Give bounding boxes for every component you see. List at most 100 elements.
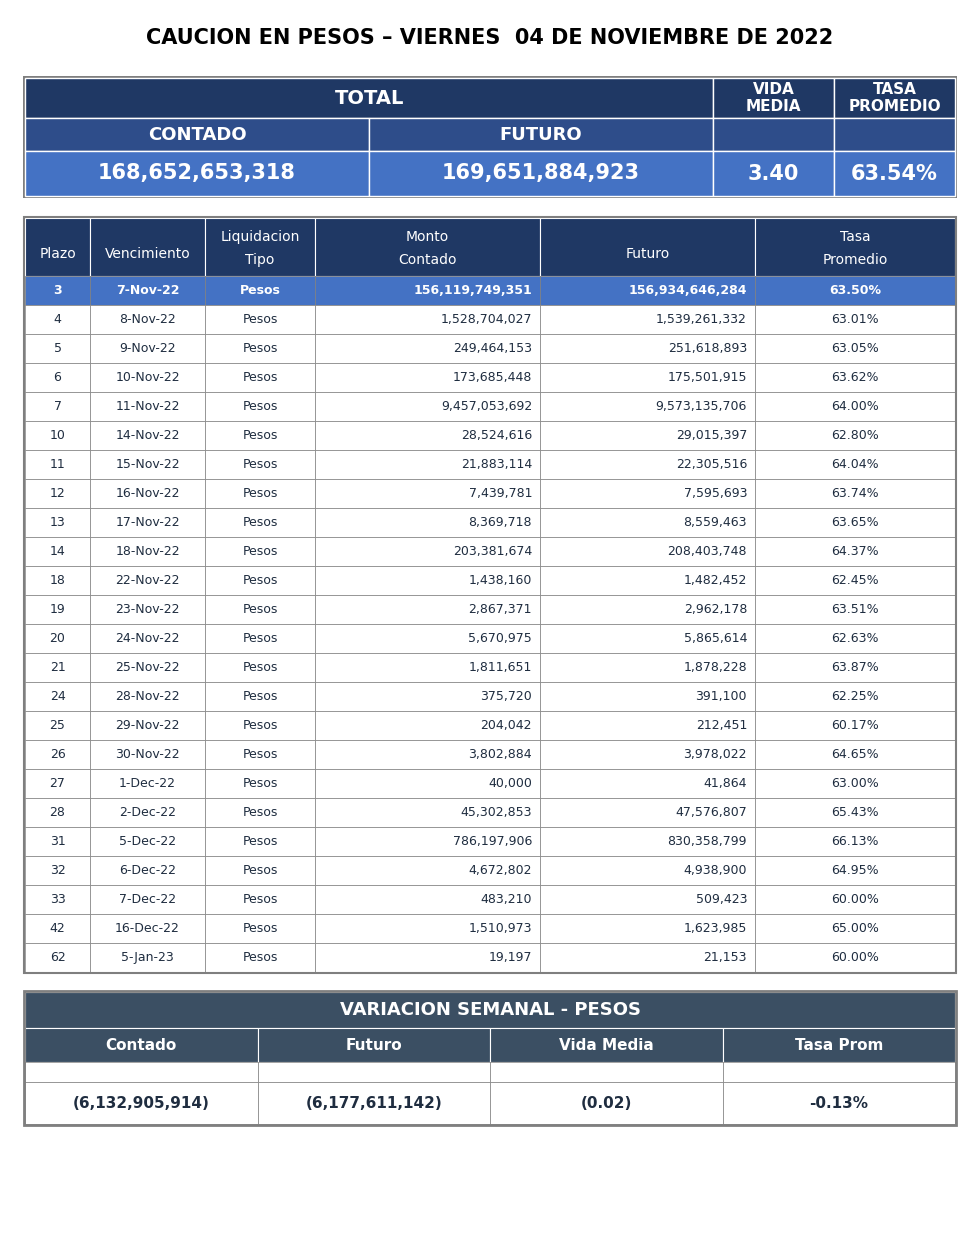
- Text: Pesos: Pesos: [242, 748, 277, 761]
- Text: TOTAL: TOTAL: [334, 89, 404, 107]
- Bar: [540, 305, 755, 334]
- Bar: [205, 392, 315, 420]
- Text: 66.13%: 66.13%: [831, 835, 879, 848]
- Bar: [90, 624, 205, 653]
- Bar: [25, 682, 90, 711]
- Text: 63.05%: 63.05%: [831, 342, 879, 355]
- Text: 64.04%: 64.04%: [831, 457, 879, 471]
- Text: 5,865,614: 5,865,614: [683, 633, 747, 645]
- Bar: [90, 740, 205, 769]
- Text: Pesos: Pesos: [242, 864, 277, 877]
- Bar: [755, 305, 955, 334]
- Text: 45,302,853: 45,302,853: [461, 806, 532, 819]
- Text: Pesos: Pesos: [242, 893, 277, 906]
- Bar: [90, 682, 205, 711]
- Text: 10: 10: [50, 429, 66, 441]
- Text: 173,685,448: 173,685,448: [453, 371, 532, 383]
- Text: 375,720: 375,720: [480, 690, 532, 703]
- Bar: [205, 914, 315, 943]
- Bar: [90, 653, 205, 682]
- Bar: [25, 305, 90, 334]
- Bar: [490, 1083, 722, 1124]
- Bar: [315, 508, 540, 538]
- Text: Pesos: Pesos: [242, 719, 277, 732]
- Text: 1-Dec-22: 1-Dec-22: [119, 777, 176, 790]
- Text: 27: 27: [50, 777, 66, 790]
- Bar: [205, 711, 315, 740]
- Text: 1,539,261,332: 1,539,261,332: [657, 313, 747, 326]
- Bar: [755, 363, 955, 392]
- Text: 28,524,616: 28,524,616: [461, 429, 532, 441]
- Text: 12: 12: [50, 487, 66, 501]
- Text: 4,672,802: 4,672,802: [468, 864, 532, 877]
- Text: 391,100: 391,100: [696, 690, 747, 703]
- Text: 21,153: 21,153: [704, 951, 747, 964]
- Bar: [755, 740, 955, 769]
- Text: 5: 5: [54, 342, 62, 355]
- Bar: [205, 276, 315, 305]
- Text: CONTADO: CONTADO: [148, 126, 246, 143]
- Bar: [90, 478, 205, 508]
- Text: Pesos: Pesos: [242, 777, 277, 790]
- Text: Tasa Prom: Tasa Prom: [795, 1037, 883, 1053]
- Bar: [258, 1083, 490, 1124]
- Bar: [205, 363, 315, 392]
- Bar: [315, 478, 540, 508]
- Bar: [205, 885, 315, 914]
- Bar: [205, 798, 315, 827]
- Bar: [315, 334, 540, 363]
- Bar: [755, 420, 955, 450]
- Bar: [25, 711, 90, 740]
- Bar: [25, 740, 90, 769]
- Text: 7-Nov-22: 7-Nov-22: [116, 284, 179, 297]
- Text: 3,978,022: 3,978,022: [683, 748, 747, 761]
- Text: 14: 14: [50, 545, 66, 559]
- Text: 32: 32: [50, 864, 66, 877]
- Bar: [755, 682, 955, 711]
- Text: 156,934,646,284: 156,934,646,284: [628, 284, 747, 297]
- Bar: [90, 420, 205, 450]
- Text: 1,510,973: 1,510,973: [468, 922, 532, 935]
- Bar: [90, 711, 205, 740]
- Text: (6,177,611,142): (6,177,611,142): [306, 1095, 442, 1111]
- Bar: [90, 798, 205, 827]
- Text: Pesos: Pesos: [239, 284, 280, 297]
- Text: Tipo: Tipo: [245, 253, 274, 266]
- Bar: [755, 711, 955, 740]
- Text: 25-Nov-22: 25-Nov-22: [116, 661, 179, 674]
- Bar: [205, 769, 315, 798]
- Bar: [90, 856, 205, 885]
- Text: VIDA
MEDIA: VIDA MEDIA: [746, 81, 802, 115]
- Bar: [713, 150, 834, 196]
- Bar: [205, 943, 315, 972]
- Bar: [315, 827, 540, 856]
- Text: 65.43%: 65.43%: [831, 806, 879, 819]
- Bar: [540, 624, 755, 653]
- Bar: [25, 420, 90, 450]
- Bar: [205, 624, 315, 653]
- Bar: [540, 798, 755, 827]
- Bar: [205, 682, 315, 711]
- Text: 1,623,985: 1,623,985: [684, 922, 747, 935]
- Text: 6: 6: [54, 371, 62, 383]
- Text: Pesos: Pesos: [242, 951, 277, 964]
- Text: Monto: Monto: [406, 231, 449, 244]
- Bar: [315, 420, 540, 450]
- Text: Futuro: Futuro: [625, 247, 669, 261]
- Text: 156,119,749,351: 156,119,749,351: [414, 284, 532, 297]
- Bar: [834, 118, 955, 150]
- Bar: [540, 653, 755, 682]
- Bar: [25, 566, 90, 596]
- Bar: [540, 856, 755, 885]
- Text: 2,962,178: 2,962,178: [684, 603, 747, 616]
- Text: 41,864: 41,864: [704, 777, 747, 790]
- Text: 17-Nov-22: 17-Nov-22: [116, 515, 179, 529]
- Text: Vencimiento: Vencimiento: [105, 247, 190, 261]
- Text: 3,802,884: 3,802,884: [468, 748, 532, 761]
- Text: Pesos: Pesos: [242, 515, 277, 529]
- Text: 1,482,452: 1,482,452: [684, 575, 747, 587]
- Bar: [90, 363, 205, 392]
- Bar: [315, 218, 540, 276]
- Bar: [25, 653, 90, 682]
- Bar: [315, 450, 540, 478]
